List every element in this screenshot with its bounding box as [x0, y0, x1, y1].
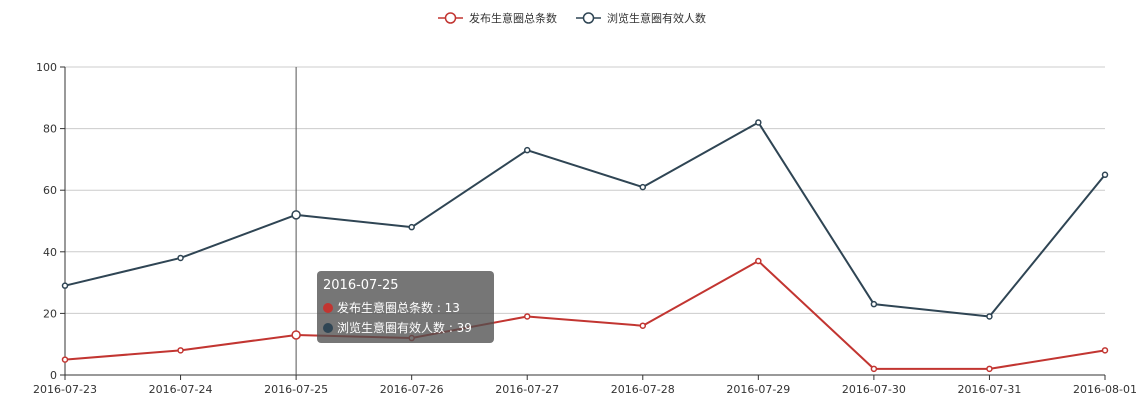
data-point[interactable]: [986, 313, 993, 320]
series-1: [61, 119, 1109, 320]
data-point[interactable]: [639, 183, 647, 191]
tooltip-title: 2016-07-25: [323, 278, 399, 293]
legend-item-1[interactable]: 浏览生意圈有效人数: [576, 11, 706, 25]
legend-item-0[interactable]: 发布生意圈总条数: [438, 11, 557, 25]
y-tick-label: 20: [43, 307, 57, 320]
data-point[interactable]: [408, 223, 415, 231]
y-tick-label: 40: [43, 246, 57, 259]
tooltip-row-label: 发布生意圈总条数 : 13: [337, 301, 460, 315]
y-tick-label: 0: [50, 369, 57, 382]
x-tick-label: 2016-07-26: [380, 383, 444, 396]
y-tick-label: 60: [43, 184, 57, 197]
data-point[interactable]: [1101, 171, 1109, 179]
data-point[interactable]: [523, 146, 531, 154]
data-point[interactable]: [1101, 347, 1109, 354]
y-tick-label: 100: [36, 61, 57, 74]
legend-label: 发布生意圈总条数: [469, 11, 557, 25]
series-line: [64, 121, 1106, 318]
x-tick-label: 2016-07-27: [495, 383, 559, 396]
data-point[interactable]: [61, 282, 69, 289]
x-tick-label: 2016-07-29: [726, 383, 790, 396]
x-axis: 2016-07-23 2016-07-24 2016-07-25 2016-07-26…: [33, 374, 1137, 396]
legend-symbol: [444, 12, 457, 24]
tooltip-row-0: 发布生意圈总条数 : 13: [323, 298, 488, 318]
data-point[interactable]: [986, 365, 993, 373]
data-point[interactable]: [639, 322, 647, 329]
data-point[interactable]: [870, 365, 878, 373]
tooltip-dot-0: [323, 303, 333, 313]
tooltip-row-1: 浏览生意圈有效人数 : 39: [323, 318, 488, 338]
series-line: [64, 260, 1106, 370]
tooltip: 2016-07-25 发布生意圈总条数 : 13 浏览生意圈有效人数 : 39: [317, 271, 494, 343]
tooltip-row-label: 浏览生意圈有效人数 : 39: [337, 321, 472, 335]
x-tick-label: 2016-07-31: [957, 383, 1021, 396]
y-axis: 0 20 40 60 80 100: [36, 61, 66, 382]
legend-symbol: [582, 12, 595, 24]
data-point[interactable]: [177, 254, 184, 262]
legend-label: 浏览生意圈有效人数: [607, 11, 706, 25]
data-point[interactable]: [523, 313, 531, 320]
x-tick-label: 2016-07-23: [33, 383, 97, 396]
y-tick-label: 80: [43, 123, 57, 136]
legend[interactable]: 发布生意圈总条数 浏览生意圈有效人数: [438, 11, 706, 25]
data-point[interactable]: [61, 356, 69, 363]
x-tick-label: 2016-07-25: [264, 383, 328, 396]
x-tick-label: 2016-07-24: [149, 383, 213, 396]
data-point[interactable]: [870, 300, 878, 308]
data-point[interactable]: [177, 347, 184, 354]
data-point[interactable]: [291, 210, 301, 220]
x-tick-label: 2016-08-01: [1073, 383, 1137, 396]
data-point[interactable]: [291, 330, 301, 340]
tooltip-dot-1: [323, 323, 333, 333]
x-tick-label: 2016-07-28: [611, 383, 675, 396]
series-0: [61, 257, 1109, 373]
data-point[interactable]: [755, 257, 762, 265]
data-point[interactable]: [755, 119, 762, 126]
grid: [65, 66, 1105, 314]
x-tick-label: 2016-07-30: [842, 383, 906, 396]
series-group: [61, 119, 1109, 373]
